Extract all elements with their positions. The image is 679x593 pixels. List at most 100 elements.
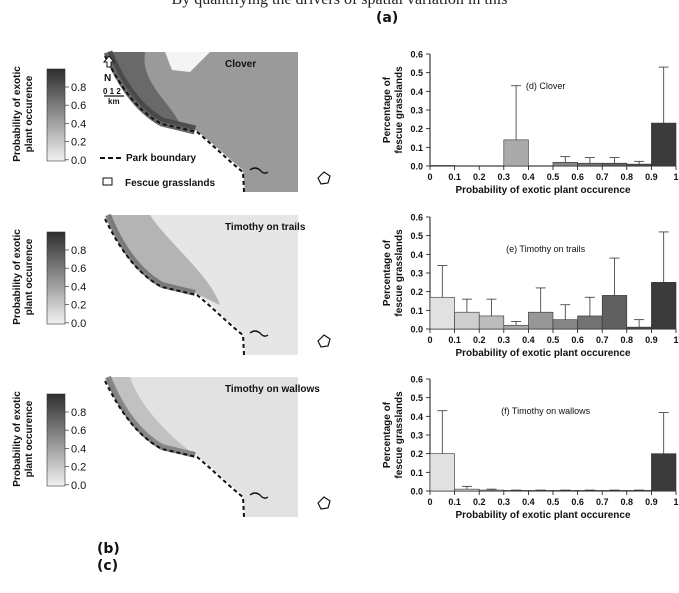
legend-tick-label: 0.6 bbox=[71, 263, 86, 275]
legend-tick-label: 0.2 bbox=[71, 300, 86, 312]
y-tick-label: 0.6 bbox=[410, 213, 423, 223]
legend-tick-label: 0.8 bbox=[71, 82, 86, 94]
y-axis-title-line2: fescue grasslands bbox=[394, 229, 405, 317]
bar bbox=[651, 122, 677, 167]
x-tick-label: 0.2 bbox=[473, 172, 486, 182]
bar bbox=[601, 295, 628, 330]
legend-tick-label: 0.6 bbox=[71, 425, 86, 437]
map-panel: Clover bbox=[100, 50, 331, 193]
legend-tick-label: 0.2 bbox=[71, 137, 86, 149]
outside-park-area bbox=[100, 377, 245, 517]
fescue-legend-icon bbox=[102, 177, 113, 186]
y-tick-label: 0.2 bbox=[410, 287, 423, 297]
x-tick-label: 1 bbox=[673, 497, 678, 507]
y-tick-label: 0.1 bbox=[410, 143, 423, 153]
bar bbox=[626, 490, 652, 492]
north-arrow-icon bbox=[102, 55, 116, 68]
boundary-mark bbox=[249, 330, 269, 337]
map-title: Timothy on trails bbox=[225, 222, 306, 233]
figure-label-a: (a) bbox=[376, 10, 399, 26]
x-tick-label: 0.8 bbox=[621, 335, 634, 345]
bar bbox=[478, 489, 505, 492]
bar bbox=[651, 453, 677, 492]
x-tick-label: 0.2 bbox=[473, 497, 486, 507]
x-tick-label: 0.7 bbox=[596, 497, 609, 507]
x-tick-label: 0.4 bbox=[522, 497, 535, 507]
bar bbox=[528, 490, 554, 492]
y-tick-label: 0.4 bbox=[410, 412, 423, 422]
bar bbox=[601, 162, 628, 167]
x-tick-label: 0.9 bbox=[645, 335, 658, 345]
trail-zone bbox=[108, 215, 220, 305]
boundary-mark bbox=[249, 492, 269, 499]
x-tick-label: 0.8 bbox=[621, 497, 634, 507]
x-tick-label: 0.7 bbox=[596, 172, 609, 182]
x-tick-label: 0.1 bbox=[448, 497, 461, 507]
y-tick-label: 0.6 bbox=[410, 375, 423, 385]
y-tick-label: 0.6 bbox=[410, 50, 423, 60]
x-tick-label: 0.6 bbox=[571, 172, 584, 182]
scale-label: 0 1 2 bbox=[103, 87, 121, 96]
x-tick-label: 0 bbox=[427, 335, 432, 345]
x-tick-label: 0.5 bbox=[547, 335, 560, 345]
boundary-band bbox=[105, 213, 196, 296]
figure-label-c: (c) bbox=[97, 558, 119, 574]
map-panel: Timothy on wallows bbox=[100, 375, 331, 518]
y-axis-title-line1: Percentage of bbox=[382, 239, 393, 306]
bar bbox=[478, 315, 505, 330]
y-axis-title: Percentage offescue grasslands bbox=[382, 66, 405, 154]
y-tick-label: 0.0 bbox=[410, 325, 423, 335]
y-tick-label: 0.2 bbox=[410, 124, 423, 134]
y-tick-label: 0.3 bbox=[410, 269, 423, 279]
x-tick-label: 0.2 bbox=[473, 335, 486, 345]
legend-title: Probability of exoticplant occurence bbox=[12, 229, 35, 325]
legend-tick-label: 0.8 bbox=[71, 407, 86, 419]
legend-tick-label: 0.0 bbox=[71, 480, 86, 492]
y-tick-label: 0.4 bbox=[410, 250, 423, 260]
bar bbox=[626, 163, 652, 167]
y-tick-label: 0.2 bbox=[410, 449, 423, 459]
x-tick-label: 0.7 bbox=[596, 335, 609, 345]
bar bbox=[429, 296, 455, 330]
fescue-outline bbox=[317, 171, 331, 185]
outside-park-area bbox=[100, 215, 245, 355]
bar bbox=[651, 282, 677, 330]
legend-tick-label: 0.4 bbox=[71, 118, 86, 130]
legend-title: Probability of exoticplant occurence bbox=[12, 66, 35, 162]
chart-panel: 0.0 0.1 0.2 0.3 0.4 0.5 0.6 0 0.1 0.2 0.3 0.4 0.5 0.6… bbox=[382, 213, 679, 360]
legend-tick-label: 0.4 bbox=[71, 443, 86, 455]
y-axis-title: Percentage offescue grasslands bbox=[382, 229, 405, 317]
x-axis-title: Probability of exotic plant occurence bbox=[455, 185, 630, 196]
boundary-band bbox=[105, 375, 196, 458]
x-tick-label: 0.3 bbox=[498, 335, 511, 345]
legend-colorbar bbox=[46, 68, 66, 162]
scale-unit: km bbox=[108, 97, 120, 106]
legend-tick-label: 0.4 bbox=[71, 281, 86, 293]
bar bbox=[577, 162, 603, 167]
y-tick-label: 0.0 bbox=[410, 487, 423, 497]
wallow-zone bbox=[108, 377, 195, 455]
bar bbox=[503, 324, 529, 330]
legend-tick-label: 0.8 bbox=[71, 245, 86, 257]
x-tick-label: 0.6 bbox=[571, 497, 584, 507]
x-tick-label: 0.5 bbox=[547, 172, 560, 182]
bar bbox=[552, 161, 578, 167]
legend-colorbar bbox=[46, 393, 66, 487]
legend-tick-label: 0.0 bbox=[71, 318, 86, 330]
north-label: N bbox=[104, 73, 111, 84]
y-axis-title-line2: fescue grasslands bbox=[394, 391, 405, 479]
bar bbox=[503, 490, 529, 492]
x-tick-label: 0.3 bbox=[498, 172, 511, 182]
x-tick-label: 0.1 bbox=[448, 335, 461, 345]
y-tick-label: 0.0 bbox=[410, 162, 423, 172]
legend-colorbar bbox=[46, 231, 66, 325]
x-tick-label: 0.6 bbox=[571, 335, 584, 345]
x-axis-title: Probability of exotic plant occurence bbox=[455, 510, 630, 521]
y-tick-label: 0.5 bbox=[410, 231, 423, 241]
bar bbox=[528, 311, 554, 330]
legend-title: Probability of exoticplant occurence bbox=[12, 391, 35, 487]
y-tick-label: 0.1 bbox=[410, 306, 423, 316]
bar bbox=[429, 165, 455, 167]
x-tick-label: 0 bbox=[427, 172, 432, 182]
